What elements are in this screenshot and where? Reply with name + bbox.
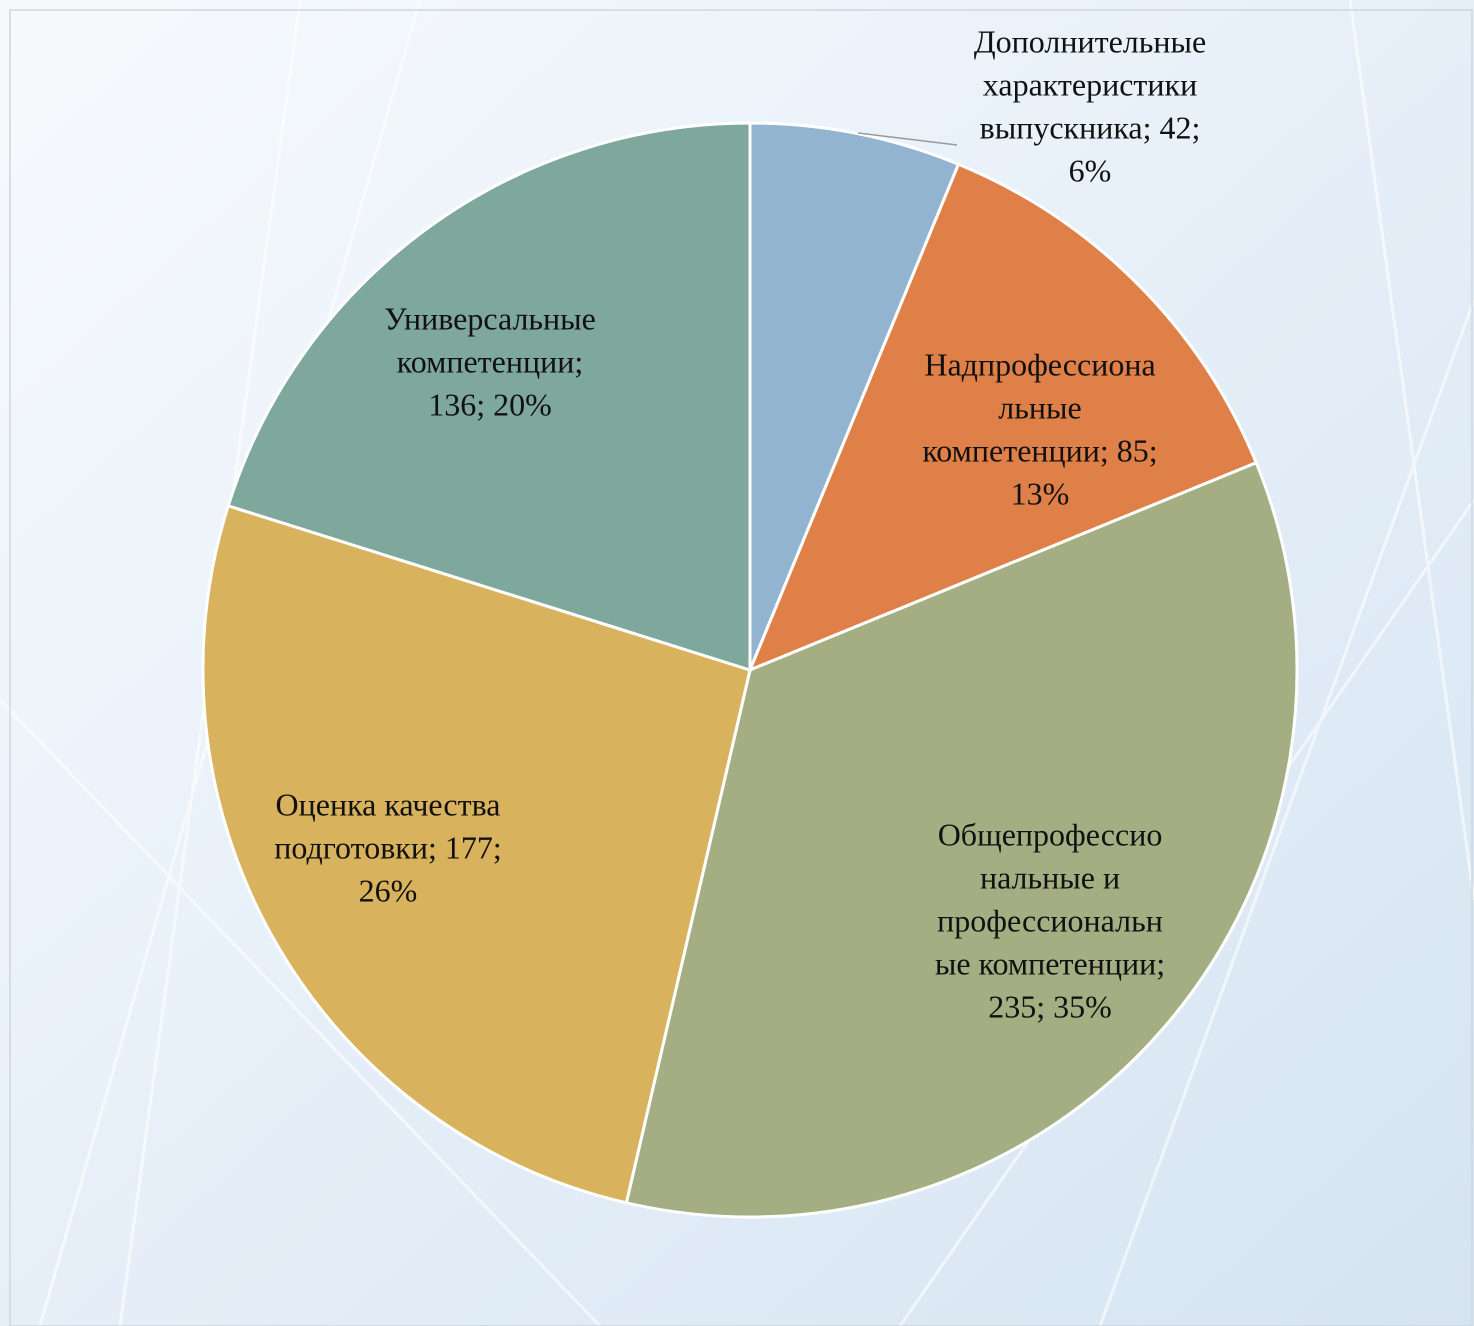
data-label: льные: [998, 389, 1081, 425]
data-label: 6%: [1069, 152, 1112, 188]
data-label: Оценка качества: [276, 786, 501, 822]
pie-slice: [624, 460, 1299, 1219]
data-label: 136; 20%: [428, 386, 552, 422]
data-label: Дополнительные: [974, 23, 1206, 59]
pie-slice: [748, 121, 961, 671]
data-label: профессиональн: [937, 902, 1163, 938]
pie-slice: [201, 503, 752, 1205]
data-label: выпускника; 42;: [980, 109, 1201, 145]
data-label: подготовки; 177;: [274, 829, 502, 865]
chart-border: [9, 9, 1473, 1326]
data-label: характеристики: [983, 66, 1197, 102]
data-label: ые компетенции;: [935, 945, 1165, 981]
data-label: Надпрофессиона: [924, 346, 1155, 382]
leader-line: [857, 132, 958, 146]
data-label: 26%: [359, 872, 418, 908]
pie-slice: [747, 162, 1259, 673]
data-label: компетенции; 85;: [922, 432, 1157, 468]
data-label: компетенции;: [397, 343, 583, 379]
data-label: 13%: [1011, 475, 1070, 511]
data-label: Общепрофессио: [938, 816, 1163, 852]
data-label: нальные и: [980, 859, 1120, 895]
pie-slice: [226, 121, 752, 673]
data-label: 235; 35%: [988, 988, 1112, 1024]
data-label: Универсальные: [384, 300, 596, 336]
